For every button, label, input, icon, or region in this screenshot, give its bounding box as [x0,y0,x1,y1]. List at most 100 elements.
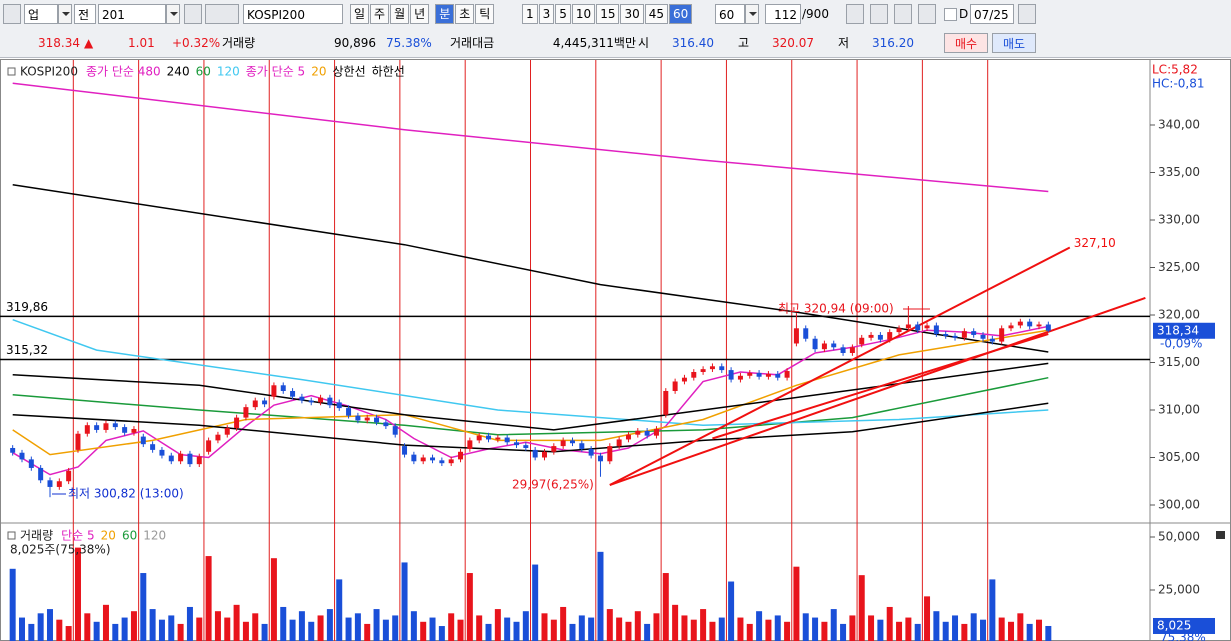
code-input[interactable]: 201 [98,4,166,24]
date-box[interactable]: 07/25 [970,4,1014,24]
candle-body [597,455,603,462]
buy-button[interactable]: 매수 [944,33,988,53]
legend-entry: 60 [122,529,137,543]
trend-line [712,333,1049,440]
legend-entry: 60 [196,65,211,79]
period-button[interactable]: 월 [390,4,410,24]
period-button[interactable]: 틱 [475,4,495,24]
candle-body [19,452,25,460]
candle-body [420,457,426,462]
change: 1.01 [128,36,155,50]
period-button[interactable]: 일 [350,4,370,24]
volume-bar [550,619,557,641]
last-price-box [1153,322,1215,339]
volume-bar [46,609,53,641]
high-label: 고 [738,36,750,50]
interval-select[interactable]: 60 [715,4,745,24]
interval-button[interactable]: 1 [522,4,538,24]
candle-body [737,375,743,380]
candle-body [112,423,118,428]
candle-body [691,371,697,378]
candle-body [709,366,715,370]
prev-button[interactable]: 전 [74,4,96,24]
period-button[interactable]: 년 [410,4,430,24]
settings-icon[interactable] [918,4,936,24]
candle-body [961,331,967,338]
volume-bar [942,621,949,641]
volume-bar [970,613,977,641]
code: 201 [102,8,125,22]
interval: 60 [719,8,735,22]
candle-body [831,343,837,348]
trend-line [609,296,1146,486]
volume-bar [597,551,604,641]
volume-bar [18,617,25,641]
moving-average [12,325,1049,476]
tool-icon[interactable] [870,4,888,24]
interval-button[interactable]: 5 [555,4,571,24]
candle-body [1017,321,1023,326]
candle-body [952,335,958,338]
sound-icon[interactable] [205,4,239,24]
legend-icon [7,67,16,76]
period-button[interactable]: 분 [435,4,455,24]
y-tick-label: 320,00 [1158,307,1200,321]
volume-bar [56,619,63,641]
market-select[interactable]: 업 [24,4,58,24]
volume-bar [196,617,203,641]
volume-bar [625,621,632,641]
interval-dropdown[interactable] [745,4,759,24]
volume-bar [746,623,753,641]
checkbox[interactable] [944,8,957,21]
market-dropdown[interactable] [58,4,72,24]
interval-button[interactable]: 10 [571,4,596,24]
moving-average [12,318,1049,426]
interval-button[interactable]: 45 [644,4,669,24]
hc-label: HC:-0,81 [1152,77,1205,91]
candle-body [672,381,678,391]
period-button[interactable]: 주 [370,4,390,24]
sell-button[interactable]: 매도 [992,33,1036,53]
candle-body [532,449,538,458]
interval-button[interactable]: 3 [538,4,555,24]
moving-average [12,184,1049,353]
volume-bar [998,617,1005,641]
candle-body [943,333,949,336]
candle-body [122,427,128,433]
calendar-icon[interactable] [1018,4,1036,24]
tool-icon[interactable] [846,4,864,24]
code-dropdown[interactable] [166,4,180,24]
candle-body [66,470,72,482]
period-button[interactable]: 초 [455,4,475,24]
volume-bar [298,611,305,641]
candle-body [150,444,156,450]
legend-entry: 120 [143,529,166,543]
volume-bar [504,617,511,641]
volume-label: 거래량 [222,36,256,50]
volume-bar [345,617,352,641]
candle-body [523,445,529,448]
price: 318.34 [38,36,80,50]
candle-body [103,423,109,430]
volume-bar [606,609,613,641]
prev: 전 [78,8,90,22]
volume-bar [466,573,473,641]
candle-body [616,439,622,447]
search-icon[interactable] [184,4,202,24]
candle-body [448,459,454,464]
count-box[interactable]: 112 [765,4,801,24]
candle-body [280,385,286,391]
volume-bar [709,621,716,641]
volume-bar [270,558,277,641]
menu-icon[interactable] [3,4,21,24]
candle-body [756,372,762,377]
market: 업 [28,8,40,22]
candle-body [1008,325,1014,329]
save-icon[interactable] [894,4,912,24]
interval-button[interactable]: 15 [596,4,620,24]
interval-button[interactable]: 60 [669,4,693,24]
interval-button[interactable]: 30 [620,4,644,24]
volume-bar [877,619,884,641]
